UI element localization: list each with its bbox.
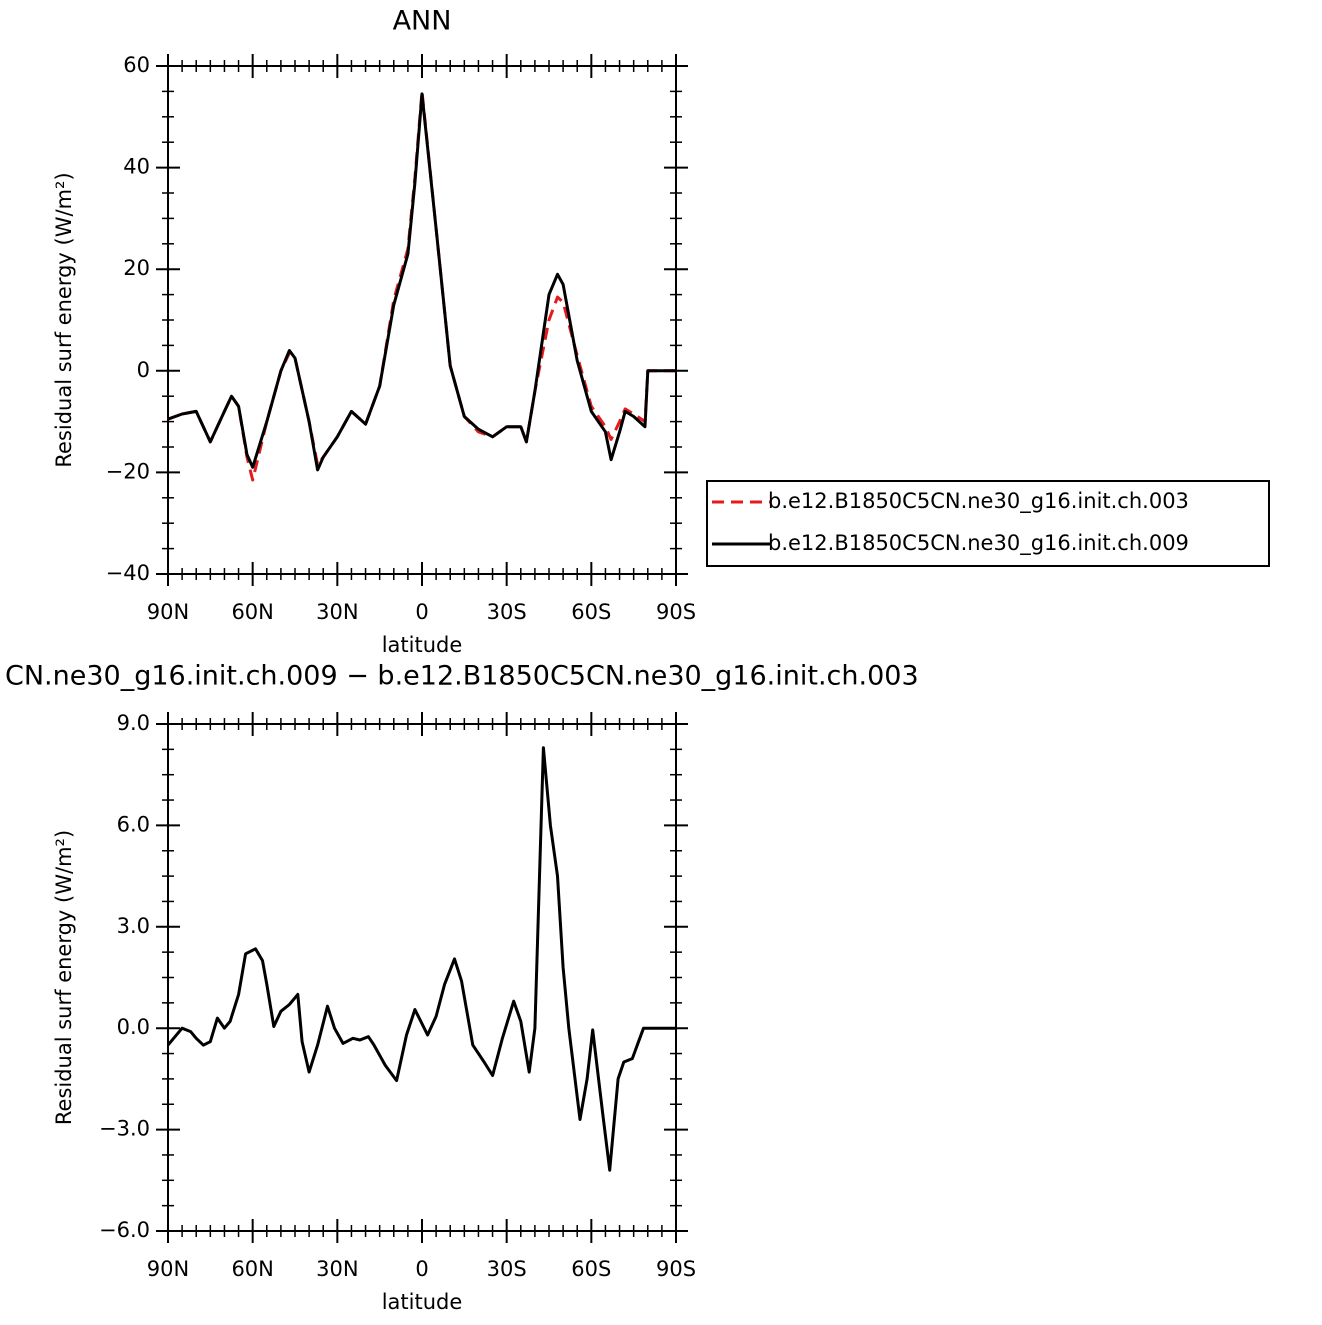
- data-line: [167, 92, 676, 472]
- x-tick-label: 90S: [656, 1257, 696, 1281]
- legend-box: [706, 480, 1270, 567]
- y-tick-label: 3.0: [117, 914, 150, 938]
- y-tick-label: −40: [106, 561, 150, 585]
- data-line: [167, 89, 676, 482]
- x-tick-label: 30S: [487, 1257, 527, 1281]
- y-tick-label: −6.0: [99, 1218, 150, 1242]
- data-line: [166, 746, 676, 1172]
- x-tick-label: 0: [415, 600, 428, 624]
- x-axis-label: latitude: [382, 633, 463, 657]
- x-tick-label: 60N: [231, 1257, 273, 1281]
- x-tick-label: 30N: [316, 1257, 358, 1281]
- x-tick-label: 90S: [656, 600, 696, 624]
- chart-title: CN.ne30_g16.init.ch.009 − b.e12.B1850C5C…: [5, 661, 919, 692]
- y-tick-label: 0.0: [117, 1015, 150, 1039]
- plot-frame: [167, 723, 677, 1232]
- legend-label: b.e12.B1850C5CN.ne30_g16.init.ch.003: [768, 489, 1189, 514]
- y-axis-label: Residual surf energy (W/m²): [52, 172, 76, 467]
- y-tick-label: 9.0: [117, 711, 150, 735]
- y-tick-label: 6.0: [117, 812, 150, 836]
- plot-frame: [167, 65, 677, 575]
- y-tick-label: −3.0: [99, 1117, 150, 1141]
- x-tick-label: 90N: [147, 1257, 189, 1281]
- chart-title: ANN: [393, 6, 452, 37]
- x-tick-label: 30N: [316, 600, 358, 624]
- y-tick-label: −20: [106, 459, 150, 483]
- y-tick-label: 40: [123, 155, 150, 179]
- y-axis-label: Residual surf energy (W/m²): [52, 830, 76, 1125]
- x-tick-label: 90N: [147, 600, 189, 624]
- y-tick-label: 20: [123, 256, 150, 280]
- x-tick-label: 60S: [571, 600, 611, 624]
- x-tick-label: 0: [415, 1257, 428, 1281]
- legend-label: b.e12.B1850C5CN.ne30_g16.init.ch.009: [768, 531, 1189, 556]
- x-tick-label: 60S: [571, 1257, 611, 1281]
- x-tick-label: 30S: [487, 600, 527, 624]
- y-tick-label: 0: [137, 358, 150, 382]
- y-tick-label: 60: [123, 53, 150, 77]
- x-axis-label: latitude: [382, 1290, 463, 1314]
- x-tick-label: 60N: [231, 600, 273, 624]
